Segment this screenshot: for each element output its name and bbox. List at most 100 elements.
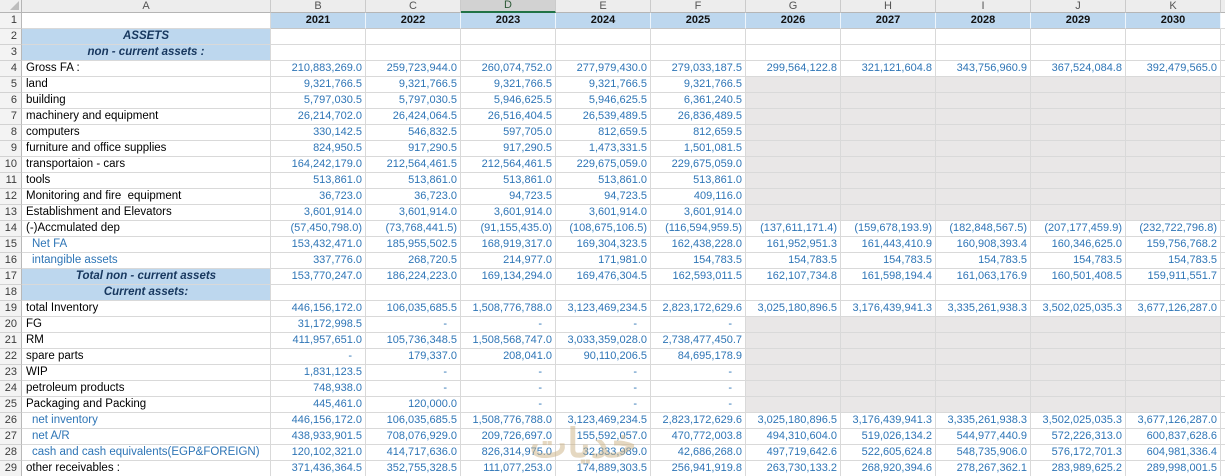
cell-B18[interactable] bbox=[271, 285, 366, 301]
row-header-27[interactable]: 27 bbox=[0, 429, 22, 445]
cell-D6[interactable]: 5,946,625.5 bbox=[461, 93, 556, 109]
cell-G20[interactable] bbox=[746, 317, 841, 333]
cell-C18[interactable] bbox=[366, 285, 461, 301]
cell-H25[interactable] bbox=[841, 397, 936, 413]
cell-G7[interactable] bbox=[746, 109, 841, 125]
row-header-13[interactable]: 13 bbox=[0, 205, 22, 221]
cell-B14[interactable]: (57,450,798.0) bbox=[271, 221, 366, 237]
cell-K9[interactable] bbox=[1126, 141, 1221, 157]
cell-A23[interactable]: WIP bbox=[22, 365, 271, 381]
cell-F15[interactable]: 162,438,228.0 bbox=[651, 237, 746, 253]
cell-I24[interactable] bbox=[936, 381, 1031, 397]
col-header-I[interactable]: I bbox=[936, 0, 1031, 13]
cell-J14[interactable]: (207,177,459.9) bbox=[1031, 221, 1126, 237]
cell-D7[interactable]: 26,516,404.5 bbox=[461, 109, 556, 125]
cell-C25[interactable]: 120,000.0 bbox=[366, 397, 461, 413]
cell-K26[interactable]: 3,677,126,287.0 bbox=[1126, 413, 1221, 429]
row-header-1[interactable]: 1 bbox=[0, 13, 22, 29]
cell-G27[interactable]: 494,310,604.0 bbox=[746, 429, 841, 445]
cell-I25[interactable] bbox=[936, 397, 1031, 413]
cell-G24[interactable] bbox=[746, 381, 841, 397]
cell-A18[interactable]: Current assets: bbox=[22, 285, 271, 301]
col-header-H[interactable]: H bbox=[841, 0, 936, 13]
cell-G29[interactable]: 263,730,133.2 bbox=[746, 461, 841, 476]
cell-F12[interactable]: 409,116.0 bbox=[651, 189, 746, 205]
cell-K20[interactable] bbox=[1126, 317, 1221, 333]
cell-F14[interactable]: (116,594,959.5) bbox=[651, 221, 746, 237]
cell-D10[interactable]: 212,564,461.5 bbox=[461, 157, 556, 173]
cell-D22[interactable]: 208,041.0 bbox=[461, 349, 556, 365]
cell-A22[interactable]: spare parts bbox=[22, 349, 271, 365]
cell-F8[interactable]: 812,659.5 bbox=[651, 125, 746, 141]
cell-G16[interactable]: 154,783.5 bbox=[746, 253, 841, 269]
cell-F24[interactable]: - bbox=[651, 381, 746, 397]
cell-G8[interactable] bbox=[746, 125, 841, 141]
cell-E22[interactable]: 90,110,206.5 bbox=[556, 349, 651, 365]
cell-H1[interactable]: 2027 bbox=[841, 13, 936, 29]
cell-H18[interactable] bbox=[841, 285, 936, 301]
cell-B21[interactable]: 411,957,651.0 bbox=[271, 333, 366, 349]
row-header-22[interactable]: 22 bbox=[0, 349, 22, 365]
cell-F5[interactable]: 9,321,766.5 bbox=[651, 77, 746, 93]
cell-K23[interactable] bbox=[1126, 365, 1221, 381]
cell-I18[interactable] bbox=[936, 285, 1031, 301]
cell-H28[interactable]: 522,605,624.8 bbox=[841, 445, 936, 461]
cell-D5[interactable]: 9,321,766.5 bbox=[461, 77, 556, 93]
cell-B24[interactable]: 748,938.0 bbox=[271, 381, 366, 397]
row-header-4[interactable]: 4 bbox=[0, 61, 22, 77]
cell-B29[interactable]: 371,436,364.5 bbox=[271, 461, 366, 476]
row-header-3[interactable]: 3 bbox=[0, 45, 22, 61]
cell-F13[interactable]: 3,601,914.0 bbox=[651, 205, 746, 221]
cell-J24[interactable] bbox=[1031, 381, 1126, 397]
cell-D26[interactable]: 1,508,776,788.0 bbox=[461, 413, 556, 429]
cell-I5[interactable] bbox=[936, 77, 1031, 93]
row-header-28[interactable]: 28 bbox=[0, 445, 22, 461]
cell-F27[interactable]: 470,772,003.8 bbox=[651, 429, 746, 445]
cell-K14[interactable]: (232,722,796.8) bbox=[1126, 221, 1221, 237]
cell-B8[interactable]: 330,142.5 bbox=[271, 125, 366, 141]
row-header-23[interactable]: 23 bbox=[0, 365, 22, 381]
cell-E23[interactable]: - bbox=[556, 365, 651, 381]
cell-F6[interactable]: 6,361,240.5 bbox=[651, 93, 746, 109]
cell-A4[interactable]: Gross FA : bbox=[22, 61, 271, 77]
cell-D4[interactable]: 260,074,752.0 bbox=[461, 61, 556, 77]
cell-K24[interactable] bbox=[1126, 381, 1221, 397]
cell-K10[interactable] bbox=[1126, 157, 1221, 173]
cell-F28[interactable]: 42,686,268.0 bbox=[651, 445, 746, 461]
cell-C4[interactable]: 259,723,944.0 bbox=[366, 61, 461, 77]
cell-I2[interactable] bbox=[936, 29, 1031, 45]
col-header-B[interactable]: B bbox=[271, 0, 366, 13]
cell-F25[interactable]: - bbox=[651, 397, 746, 413]
cell-J26[interactable]: 3,502,025,035.3 bbox=[1031, 413, 1126, 429]
cell-H11[interactable] bbox=[841, 173, 936, 189]
cell-D24[interactable]: - bbox=[461, 381, 556, 397]
cell-A29[interactable]: other receivables : bbox=[22, 461, 271, 476]
cell-I26[interactable]: 3,335,261,938.3 bbox=[936, 413, 1031, 429]
cell-G6[interactable] bbox=[746, 93, 841, 109]
cell-I23[interactable] bbox=[936, 365, 1031, 381]
cell-G25[interactable] bbox=[746, 397, 841, 413]
cell-H6[interactable] bbox=[841, 93, 936, 109]
row-header-24[interactable]: 24 bbox=[0, 381, 22, 397]
cell-F18[interactable] bbox=[651, 285, 746, 301]
cell-G21[interactable] bbox=[746, 333, 841, 349]
cell-K19[interactable]: 3,677,126,287.0 bbox=[1126, 301, 1221, 317]
cell-C14[interactable]: (73,768,441.5) bbox=[366, 221, 461, 237]
cell-F23[interactable]: - bbox=[651, 365, 746, 381]
cell-E29[interactable]: 174,889,303.5 bbox=[556, 461, 651, 476]
cell-E16[interactable]: 171,981.0 bbox=[556, 253, 651, 269]
cell-C27[interactable]: 708,076,929.0 bbox=[366, 429, 461, 445]
cell-K17[interactable]: 159,911,551.7 bbox=[1126, 269, 1221, 285]
cell-H15[interactable]: 161,443,410.9 bbox=[841, 237, 936, 253]
cell-A25[interactable]: Packaging and Packing bbox=[22, 397, 271, 413]
cell-I16[interactable]: 154,783.5 bbox=[936, 253, 1031, 269]
cell-J29[interactable]: 283,989,625.2 bbox=[1031, 461, 1126, 476]
cell-G23[interactable] bbox=[746, 365, 841, 381]
cell-H7[interactable] bbox=[841, 109, 936, 125]
cell-H24[interactable] bbox=[841, 381, 936, 397]
cell-K4[interactable]: 392,479,565.0 bbox=[1126, 61, 1221, 77]
cell-E9[interactable]: 1,473,331.5 bbox=[556, 141, 651, 157]
cell-C15[interactable]: 185,955,502.5 bbox=[366, 237, 461, 253]
cell-B10[interactable]: 164,242,179.0 bbox=[271, 157, 366, 173]
cell-H22[interactable] bbox=[841, 349, 936, 365]
